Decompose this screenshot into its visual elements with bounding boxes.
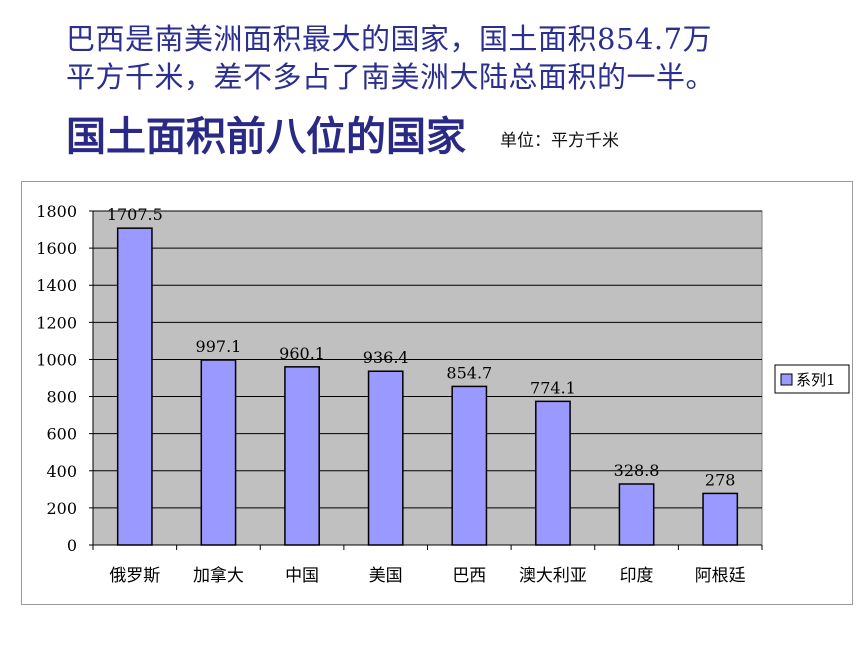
bar (702, 492, 739, 546)
bar (200, 359, 237, 546)
x-tick-label: 印度 (620, 566, 654, 586)
x-tick-label: 中国 (285, 566, 319, 586)
data-label: 960.1 (279, 344, 325, 363)
y-tick-label: 0 (67, 536, 77, 555)
bar-chart: 0 200 400 600 800 1000 1200 1400 1600 1800 1707.5 俄… (36, 202, 850, 586)
y-tick-label: 1600 (36, 239, 77, 258)
y-tick-label: 200 (46, 499, 77, 518)
y-tick-label: 1800 (36, 202, 77, 221)
bar (116, 227, 153, 546)
x-tick-label: 美国 (369, 566, 403, 586)
intro-text: 巴西是南美洲面积最大的国家，国土面积854.7万 平方千米，差不多占了南美洲大陆… (66, 20, 826, 96)
legend-swatch (780, 373, 793, 386)
intro-line-2: 平方千米，差不多占了南美洲大陆总面积的一半。 (66, 60, 716, 94)
plot-area (92, 210, 763, 546)
chart-heading: 国土面积前八位的国家 (66, 114, 466, 160)
x-tick-label: 澳大利亚 (519, 566, 587, 586)
x-tick-label: 俄罗斯 (109, 566, 160, 586)
legend-label: 系列1 (796, 371, 836, 389)
y-tick-label: 600 (46, 425, 77, 444)
data-label: 774.1 (530, 378, 576, 397)
x-tick-label: 加拿大 (193, 565, 244, 586)
y-tick-label: 1200 (36, 313, 77, 332)
y-tick-label: 800 (46, 388, 77, 407)
bar (618, 483, 655, 546)
x-tick-label: 巴西 (452, 566, 486, 586)
y-tick-label: 1400 (36, 276, 77, 295)
data-label: 854.7 (446, 363, 492, 382)
y-tick-label: 1000 (36, 350, 77, 369)
data-label: 328.8 (614, 461, 660, 480)
x-tick-label: 阿根廷 (695, 566, 746, 586)
chart-frame: 0 200 400 600 800 1000 1200 1400 1600 1800 1707.5 俄… (21, 181, 853, 605)
bar (535, 400, 571, 546)
data-label: 1707.5 (107, 205, 163, 224)
intro-line-1: 巴西是南美洲面积最大的国家，国土面积854.7万 (66, 22, 713, 56)
data-label: 997.1 (196, 337, 242, 356)
y-tick-label: 400 (46, 462, 77, 481)
bar (451, 385, 488, 546)
data-label: 278 (705, 470, 736, 489)
unit-label: 单位：平方千米 (500, 131, 619, 151)
bar (284, 366, 320, 546)
data-label: 936.4 (363, 348, 409, 367)
bar (367, 370, 404, 546)
